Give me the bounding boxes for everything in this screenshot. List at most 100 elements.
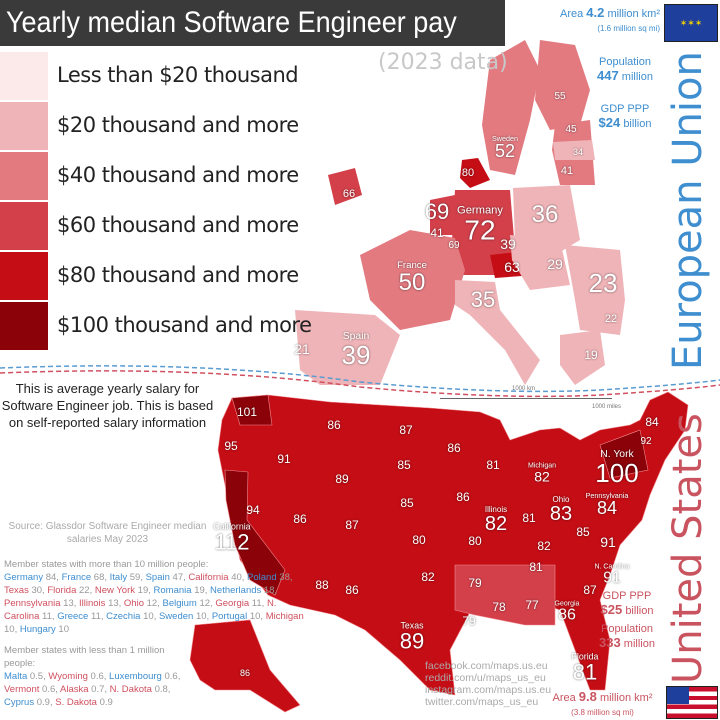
region-name: Pennsylvania — [585, 490, 629, 500]
state-population: 19 — [194, 585, 205, 596]
region-label: 29 — [547, 257, 563, 273]
region-iberia — [295, 310, 400, 385]
region-value: 36 — [531, 201, 559, 228]
state-name: Wyoming — [48, 671, 88, 682]
region-name: Spain — [342, 330, 370, 342]
region-value: 34 — [572, 147, 584, 157]
state-entry: Illinois 13, — [79, 598, 124, 609]
state-entry: Florida 22, — [47, 585, 95, 596]
legend-label: $40 thousand and more — [57, 163, 299, 187]
region-label: Michigan 82 — [528, 463, 556, 486]
state-name: Belgium — [162, 598, 197, 609]
region-value: 81 — [572, 659, 598, 685]
region-value: 81 — [522, 511, 536, 525]
region-label: 45 — [565, 120, 576, 136]
region-label: Germany 72 — [457, 205, 503, 244]
social-link[interactable]: facebook.com/maps.us.eu — [425, 660, 548, 672]
state-entry: Luxembourg 0.6, — [109, 671, 181, 682]
state-entry: Netherlands 18, — [210, 585, 278, 596]
region-label: France 50 — [397, 261, 427, 295]
eu-area: Area 4.2 million km² (1.6 million sq mi) — [559, 5, 660, 34]
state-entry: N. Carolina 11, — [4, 598, 277, 622]
legend-swatch — [0, 302, 48, 350]
social-link[interactable]: instagram.com/maps.us.eu — [425, 684, 552, 696]
state-population: 0.6 — [90, 671, 104, 682]
state-name: Hungary — [19, 624, 56, 635]
state-population: 10 — [4, 624, 15, 635]
region-latvia — [553, 140, 595, 160]
region-value: 80 — [461, 167, 475, 179]
state-population: 13 — [108, 598, 119, 609]
region-label: Spain 39 — [341, 330, 371, 371]
state-population: 47 — [172, 572, 184, 583]
eu-population: Population 447 million — [597, 56, 653, 83]
state-name: Luxembourg — [109, 671, 162, 682]
region-label: 22 — [605, 310, 617, 326]
state-entry: Sweden 10, — [158, 611, 212, 622]
region-label: Ohio 83 — [550, 495, 572, 525]
state-population: 0.7 — [91, 684, 105, 695]
region-name: N. Carolina — [594, 563, 630, 571]
state-name: Cyprus — [4, 697, 35, 708]
legend-label: $100 thousand and more — [57, 313, 312, 337]
region-value: 86 — [456, 490, 470, 504]
region-label: Georgia 86 — [555, 601, 580, 624]
region-label: 91 — [600, 535, 616, 551]
us-population: Population 333 million — [599, 623, 655, 650]
region-value: 80 — [412, 533, 426, 547]
region-name: Georgia — [554, 600, 580, 608]
state-name: Greece — [57, 611, 89, 622]
small-states-list: Member states with less than 1 million p… — [4, 644, 194, 709]
state-entry: California 40, — [188, 572, 248, 583]
region-label: 80 — [462, 164, 474, 180]
us-vertical-title: United States — [665, 413, 711, 684]
state-name: Poland — [247, 572, 277, 583]
state-population: 40 — [231, 572, 242, 583]
region-value: 29 — [547, 256, 563, 272]
source-text: Source: Glassdor Software Engineer media… — [8, 521, 207, 545]
region-ireland — [328, 168, 362, 205]
region-label: Texas 89 — [400, 621, 424, 653]
social-link[interactable]: twitter.com/maps_us_eu — [425, 696, 539, 708]
region-value: 63 — [504, 259, 520, 275]
state-entry: Vermont 0.6, — [4, 684, 61, 695]
state-name: Georgia — [215, 598, 250, 609]
region-value: 86 — [293, 512, 307, 526]
state-entry: Romania 19, — [153, 585, 211, 596]
region-value: 82 — [484, 513, 508, 535]
region-value: 19 — [584, 348, 598, 362]
region-finland — [535, 40, 590, 130]
state-entry: Germany 84, — [4, 572, 62, 583]
state-name: S. Dakota — [55, 697, 97, 708]
region-name: Illinois — [484, 505, 508, 514]
state-population: 22 — [79, 585, 90, 596]
region-label: 77 — [525, 597, 538, 613]
region-label: 41 — [561, 162, 573, 178]
region-label: 21 — [294, 342, 310, 358]
region-south-lighter — [454, 564, 556, 626]
region-value: 35 — [470, 287, 496, 312]
eu-vertical-title: European Union — [665, 51, 711, 370]
region-label: 88 — [315, 577, 328, 593]
region-value: 39 — [341, 340, 371, 371]
region-label: 81 — [529, 559, 542, 575]
region-washington — [231, 394, 273, 426]
state-population: 11 — [251, 598, 262, 609]
region-central — [510, 235, 570, 290]
region-label: 34 — [573, 143, 583, 159]
region-value: 79 — [468, 576, 482, 590]
legend-swatch — [0, 152, 48, 200]
region-name: Ohio — [552, 495, 570, 504]
region-value: 41 — [560, 165, 574, 177]
social-link[interactable]: reddit.com/u/maps_us_eu — [425, 672, 546, 684]
legend-swatch — [0, 52, 48, 100]
state-population: 19 — [137, 585, 149, 596]
state-name: Ohio — [123, 598, 144, 609]
region-label: 23 — [589, 270, 618, 296]
region-label: 55 — [554, 87, 565, 103]
region-label: 78 — [492, 599, 505, 615]
region-value: 78 — [492, 600, 506, 614]
region-label: Sweden 52 — [492, 135, 518, 161]
legend-label: $20 thousand and more — [57, 113, 299, 137]
region-label: 87 — [583, 582, 596, 598]
